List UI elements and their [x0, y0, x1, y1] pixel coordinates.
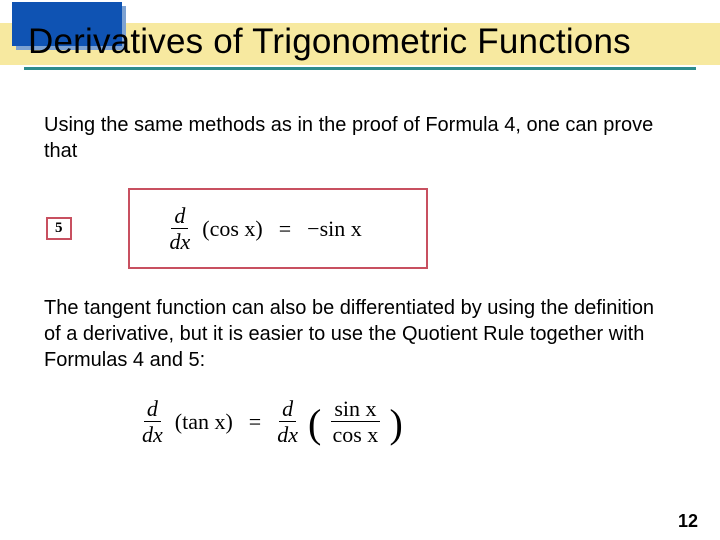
page-title: Derivatives of Trigonometric Functions	[28, 22, 631, 62]
slide-header: Derivatives of Trigonometric Functions	[0, 0, 720, 84]
ddx-fraction: d dx	[170, 204, 191, 253]
paragraph-2: The tangent function can also be differe…	[44, 295, 676, 373]
frac-denom: dx	[142, 422, 163, 446]
right-paren-icon: )	[390, 410, 403, 438]
formula-number-box: 5	[46, 217, 72, 240]
formula-row: 5 d dx (cos x) = −sin x	[44, 188, 676, 269]
equals-sign: =	[279, 216, 291, 242]
formula-rhs: −sin x	[307, 216, 362, 242]
frac-numer: sin x	[331, 397, 379, 422]
header-underline	[24, 67, 696, 70]
formula-box: d dx (cos x) = −sin x	[128, 188, 428, 269]
equals-sign: =	[249, 409, 261, 435]
slide-content: Using the same methods as in the proof o…	[0, 84, 720, 446]
frac-denom: dx	[170, 229, 191, 253]
formula-arg: (tan x)	[175, 409, 233, 435]
ddx-fraction-3: d dx	[277, 397, 298, 446]
frac-numer: d	[144, 397, 161, 422]
formula-arg: (cos x)	[202, 216, 262, 242]
frac-numer: d	[279, 397, 296, 422]
paragraph-1: Using the same methods as in the proof o…	[44, 112, 676, 164]
sin-over-cos: sin x cos x	[331, 397, 379, 446]
page-number: 12	[678, 511, 698, 532]
formula-tan-wrap: d dx (tan x) = d dx ( sin x cos x )	[142, 397, 676, 446]
frac-numer: d	[171, 204, 188, 229]
frac-denom: dx	[277, 422, 298, 446]
frac-denom: cos x	[332, 422, 378, 446]
formula-5: d dx (cos x) = −sin x	[170, 204, 362, 253]
ddx-fraction-2: d dx	[142, 397, 163, 446]
left-paren-icon: (	[308, 410, 321, 438]
formula-tan: d dx (tan x) = d dx ( sin x cos x )	[142, 397, 676, 446]
